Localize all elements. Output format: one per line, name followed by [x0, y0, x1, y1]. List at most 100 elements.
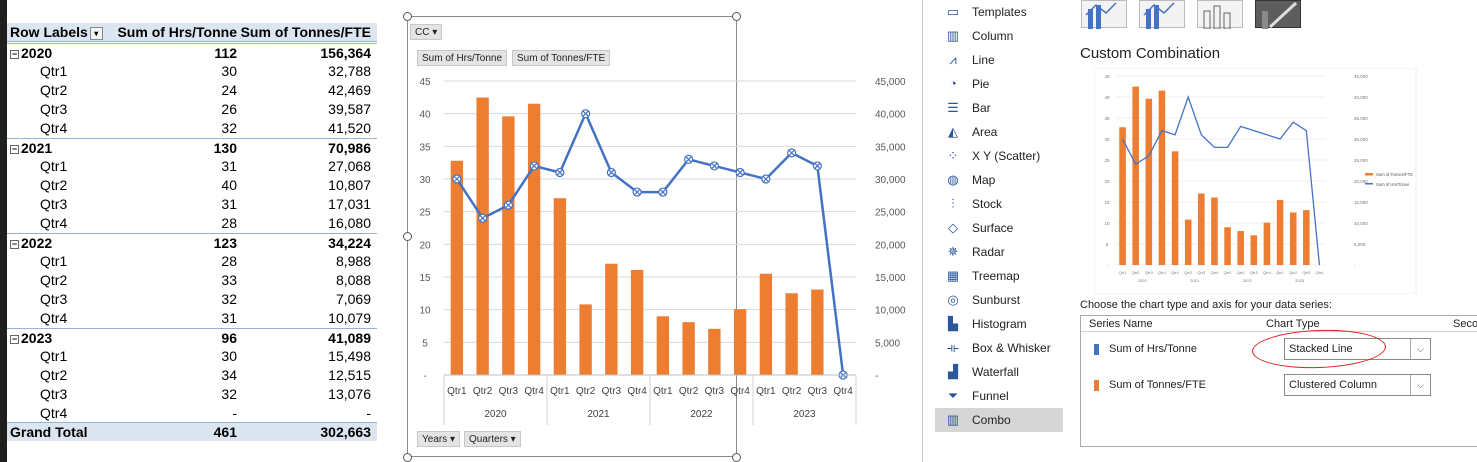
quarter-label: Qtr1 — [40, 158, 68, 174]
left-axis-tick: 10 — [419, 306, 431, 317]
chart-type-area[interactable]: ◭ Area — [935, 120, 1063, 144]
category-tick: Qtr4 — [833, 386, 853, 397]
resize-handle-top-right[interactable] — [732, 12, 741, 21]
tonnes-bar[interactable] — [476, 97, 489, 376]
cc-filter-button[interactable]: CC ▾ — [410, 24, 443, 40]
hrs-line-point[interactable] — [606, 167, 616, 178]
tonnes-bar[interactable] — [502, 116, 515, 376]
tonnes-bar[interactable] — [450, 160, 464, 375]
sum-tonnes-field-button[interactable]: Sum of Tonnes/FTE — [512, 50, 611, 66]
grand-total-row: Grand Total 461 302,663 — [7, 422, 377, 441]
tonnes-bar[interactable] — [682, 322, 695, 375]
preview-left-tick: 20 — [1104, 179, 1110, 184]
chart-type-surface[interactable]: ◇ Surface — [935, 216, 1063, 240]
quarter-label: Qtr2 — [40, 272, 68, 288]
preview-category-tick: Qtr4 — [1263, 270, 1272, 275]
preview-category-tick: Qtr3 — [1145, 270, 1154, 275]
combo-subtype-2[interactable] — [1139, 0, 1185, 29]
tonnes-bar[interactable] — [527, 103, 541, 376]
left-axis-tick: 35 — [419, 142, 431, 153]
combo-subtype-1[interactable] — [1081, 0, 1127, 29]
hrs-value: 130 — [213, 140, 237, 156]
chart-type-stock[interactable]: ⫶ Stock — [935, 192, 1063, 216]
tonnes-bar[interactable] — [656, 316, 670, 375]
collapse-toggle[interactable]: − — [10, 334, 19, 344]
chart-type-combo[interactable]: ▥ Combo — [935, 408, 1063, 432]
chart-type-waterfall[interactable]: ▟ Waterfall — [935, 360, 1063, 384]
hrs-line-point[interactable] — [658, 187, 668, 197]
pivot-quarter-row: Qtr3 31 17,031 — [7, 195, 377, 214]
chart-type-histogram[interactable]: ▙ Histogram — [935, 312, 1063, 336]
preview-tonnes-bar — [1184, 219, 1192, 265]
quarters-filter-button[interactable]: Quarters ▾ — [464, 431, 521, 447]
tonnes-bar[interactable] — [733, 309, 747, 375]
preview-left-tick: 35 — [1104, 116, 1110, 121]
resize-handle-middle-left[interactable] — [403, 232, 412, 241]
tonnes-bar[interactable] — [759, 273, 773, 375]
hrs-line-point[interactable] — [632, 187, 642, 197]
chart-type-select-hrs[interactable]: Stacked Line ⌵ — [1284, 338, 1431, 360]
tonnes-bar[interactable] — [579, 304, 592, 375]
chart-type-x-y-scatter-[interactable]: ⁘ X Y (Scatter) — [935, 144, 1063, 168]
tonnes-value: 32,788 — [328, 63, 371, 79]
chart-type-sunburst[interactable]: ◎ Sunburst — [935, 288, 1063, 312]
hrs-line-point[interactable] — [735, 167, 745, 178]
resize-handle-top-left[interactable] — [403, 12, 412, 21]
chart-type-pie[interactable]: ◔ Pie — [935, 72, 1063, 96]
preview-category-tick: Qtr3 — [1302, 270, 1311, 275]
hrs-line-point[interactable] — [709, 161, 719, 171]
combo-custom-subtype[interactable] — [1255, 0, 1301, 29]
hrs-line-point[interactable] — [478, 213, 488, 223]
row-labels-filter-button[interactable]: ▾ — [89, 27, 103, 40]
left-axis-tick: 5 — [422, 338, 428, 349]
tonnes-bar[interactable] — [630, 269, 644, 375]
pivot-quarter-row: Qtr2 24 42,469 — [7, 81, 377, 100]
preview-right-tick: 40,000 — [1354, 95, 1368, 100]
hrs-line-point[interactable] — [787, 148, 797, 158]
pivot-quarter-row: Qtr1 31 27,068 — [7, 157, 377, 176]
preview-category-tick: Qtr4 — [1211, 270, 1220, 275]
chart-type-line[interactable]: ⩘ Line — [935, 48, 1063, 72]
chart-type-label: Box & Whisker — [972, 341, 1051, 355]
tonnes-bar[interactable] — [785, 293, 798, 375]
quarter-label: Qtr2 — [40, 82, 68, 98]
chart-type-column[interactable]: ▥ Column — [935, 24, 1063, 48]
chart-type-map[interactable]: ◍ Map — [935, 168, 1063, 192]
choose-series-instruction: Choose the chart type and axis for your … — [1080, 299, 1332, 311]
hrs-value: 112 — [214, 45, 237, 61]
hrs-line-point[interactable] — [684, 154, 694, 164]
hrs-line-point[interactable] — [452, 174, 462, 184]
hrs-line[interactable] — [455, 110, 845, 376]
surface-chart-icon: ◇ — [948, 220, 958, 235]
collapse-toggle[interactable]: − — [10, 144, 19, 154]
hrs-line-point[interactable] — [555, 167, 565, 178]
tonnes-bar[interactable] — [605, 263, 618, 375]
hrs-line-point[interactable] — [581, 109, 591, 119]
chart-type-funnel[interactable]: ⏷ Funnel — [935, 384, 1063, 408]
chart-type-radar[interactable]: ✵ Radar — [935, 240, 1063, 264]
right-axis-tick: - — [875, 371, 878, 382]
hrs-line-point[interactable] — [529, 161, 539, 171]
sum-hrs-field-button[interactable]: Sum of Hrs/Tonne — [417, 50, 508, 66]
bar-chart-icon: ☰ — [947, 100, 959, 115]
hrs-line-point[interactable] — [503, 200, 513, 210]
preview-right-tick: 5,000 — [1354, 242, 1366, 247]
collapse-toggle[interactable]: − — [10, 49, 19, 59]
collapse-toggle[interactable]: − — [10, 239, 19, 249]
tonnes-bar[interactable] — [553, 198, 567, 375]
chart-type-bar[interactable]: ☰ Bar — [935, 96, 1063, 120]
chart-type-box-whisker[interactable]: ⟛ Box & Whisker — [935, 336, 1063, 360]
chart-type-templates[interactable]: ▭ Templates — [935, 0, 1063, 24]
hrs-line-point[interactable] — [812, 161, 822, 171]
year-label: −2023 — [10, 330, 53, 346]
hrs-line-point[interactable] — [761, 174, 771, 184]
combo-subtype-3[interactable] — [1197, 0, 1243, 30]
tonnes-bar[interactable] — [811, 289, 824, 375]
pivot-year-row: −2022 123 34,224 — [7, 233, 377, 252]
chart-type-select-tonnes[interactable]: Clustered Column ⌵ — [1284, 374, 1431, 396]
category-tick: Qtr2 — [782, 386, 802, 397]
years-filter-button[interactable]: Years ▾ — [417, 431, 461, 447]
chart-type-treemap[interactable]: ▦ Treemap — [935, 264, 1063, 288]
tonnes-bar[interactable] — [708, 328, 721, 375]
category-tick: Qtr4 — [627, 386, 647, 397]
